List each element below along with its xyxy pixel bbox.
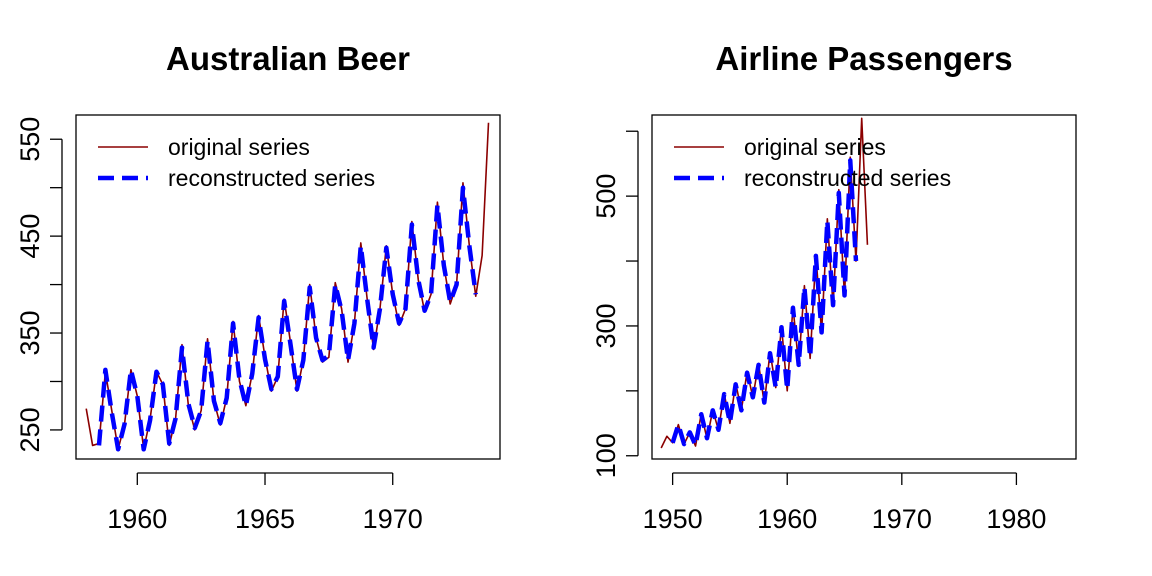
legend-label: reconstructed series <box>744 165 951 191</box>
chart-title: Australian Beer <box>166 40 410 77</box>
y-tick-label: 100 <box>591 433 621 478</box>
legend-label: original series <box>168 134 310 160</box>
chart-title: Airline Passengers <box>715 40 1012 77</box>
y-tick-label: 550 <box>15 117 45 162</box>
y-tick-label: 450 <box>15 214 45 259</box>
reconstructed-series-line <box>670 158 859 448</box>
x-tick-label: 1970 <box>363 504 423 534</box>
y-tick-label: 300 <box>591 303 621 348</box>
x-tick-label: 1960 <box>757 504 817 534</box>
y-tick-label: 350 <box>15 310 45 355</box>
legend-label: reconstructed series <box>168 165 375 191</box>
beer-chart: Australian Beer 1960 1965 1970 250 350 450 550 o… <box>15 40 501 534</box>
plot-frame <box>651 114 1077 460</box>
legend-label: original series <box>744 134 886 160</box>
x-tick-label: 1950 <box>643 504 703 534</box>
y-tick-label: 250 <box>15 407 45 452</box>
plot-frame <box>75 114 501 460</box>
y-tick-label: 500 <box>591 174 621 219</box>
reconstructed-series-line <box>96 185 478 452</box>
airline-chart: Airline Passengers 1950 1960 1970 1980 100 300… <box>591 40 1077 534</box>
x-tick-label: 1980 <box>986 504 1046 534</box>
x-tick-label: 1965 <box>235 504 295 534</box>
x-tick-label: 1970 <box>872 504 932 534</box>
x-tick-label: 1960 <box>107 504 167 534</box>
